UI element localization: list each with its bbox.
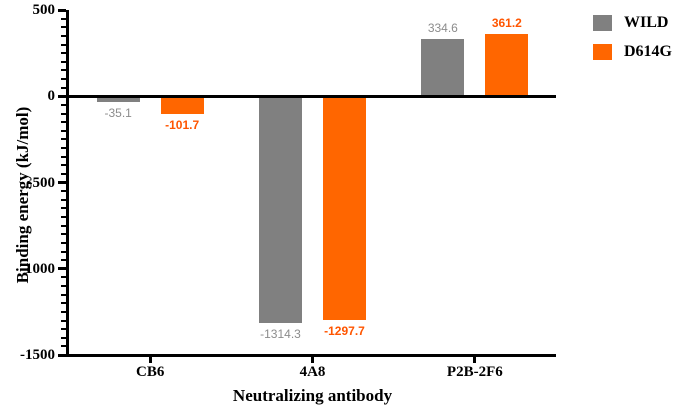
y-tick-label: 500 (32, 2, 56, 18)
y-minor-tick (61, 69, 66, 72)
y-minor-tick (61, 60, 66, 63)
y-minor-tick (61, 52, 66, 55)
y-tick-label: -500 (27, 174, 56, 191)
x-axis-title: Neutralizing antibody (232, 386, 393, 405)
bar-value-label: -1297.7 (324, 324, 365, 339)
y-minor-tick (61, 233, 66, 236)
y-minor-tick (61, 241, 66, 244)
y-major-tick (58, 353, 66, 357)
y-minor-tick (61, 216, 66, 218)
y-tick-label: 0 (47, 88, 56, 105)
y-minor-tick (61, 328, 66, 331)
y-minor-tick (61, 310, 66, 313)
bar-d614g-cb6 (160, 96, 204, 114)
y-minor-tick (61, 345, 66, 348)
y-major-tick (58, 267, 66, 271)
y-minor-tick (61, 147, 66, 149)
y-minor-tick (61, 293, 66, 296)
bar-value-label: 361.2 (491, 15, 522, 30)
y-minor-tick (61, 86, 66, 89)
y-minor-tick (61, 250, 66, 253)
y-tick-label: -1000 (20, 260, 55, 277)
y-axis-line (66, 10, 69, 355)
y-minor-tick (61, 276, 66, 279)
bar-d614g-4a8 (323, 96, 366, 321)
y-tick-label: -1500 (20, 347, 55, 363)
zero-baseline (66, 94, 556, 98)
y-major-tick (58, 94, 66, 98)
y-minor-tick (61, 302, 66, 305)
y-minor-tick (61, 285, 66, 287)
x-category-tick (473, 357, 477, 363)
bar-wild-p2b-2f6 (421, 38, 465, 97)
y-minor-tick (61, 224, 66, 227)
legend: WILD D614G (593, 14, 672, 72)
bar-value-label: -35.1 (104, 106, 132, 121)
y-minor-tick (61, 129, 66, 132)
bar-value-label: 334.6 (427, 20, 458, 35)
x-axis-line (66, 354, 556, 357)
bar-wild-4a8 (259, 96, 302, 323)
y-minor-tick (61, 319, 66, 322)
y-minor-tick (61, 336, 66, 339)
x-category-tick (148, 357, 152, 363)
legend-label-d614g: D614G (624, 43, 672, 60)
legend-label-wild: WILD (624, 14, 669, 31)
y-minor-tick (61, 78, 66, 80)
x-category-tick (311, 357, 314, 363)
y-minor-tick (61, 34, 66, 37)
plot-area: Binding energy (kJ/mol) 500 0 -500 -1000 -15… (13, 2, 556, 380)
y-minor-tick (61, 172, 66, 175)
bar-value-label: -101.7 (165, 117, 200, 132)
y-minor-tick (61, 259, 66, 262)
y-minor-tick (61, 190, 66, 193)
bar-wild-cb6 (96, 96, 140, 103)
y-minor-tick (61, 164, 66, 167)
y-minor-tick (61, 17, 66, 20)
legend-swatch-wild (593, 15, 612, 31)
bar-d614g-p2b-2f6 (485, 33, 529, 97)
y-minor-tick (61, 138, 66, 141)
bar-value-label: -1314.3 (260, 326, 301, 341)
y-minor-tick (61, 121, 66, 124)
legend-row-d614g: D614G (593, 43, 672, 61)
y-minor-tick (61, 198, 66, 201)
y-minor-tick (61, 112, 66, 115)
y-minor-tick (61, 43, 66, 46)
y-minor-tick (61, 207, 66, 210)
y-minor-tick (61, 155, 66, 158)
y-major-tick (58, 181, 66, 184)
y-minor-tick (61, 103, 66, 106)
x-category-label: CB6 (135, 364, 165, 380)
x-category-label: P2B-2F6 (446, 364, 503, 380)
y-major-tick (58, 8, 66, 12)
legend-swatch-d614g (593, 44, 612, 60)
legend-row-wild: WILD (593, 14, 672, 32)
x-category-label: 4A8 (299, 364, 326, 380)
y-minor-tick (61, 26, 66, 29)
